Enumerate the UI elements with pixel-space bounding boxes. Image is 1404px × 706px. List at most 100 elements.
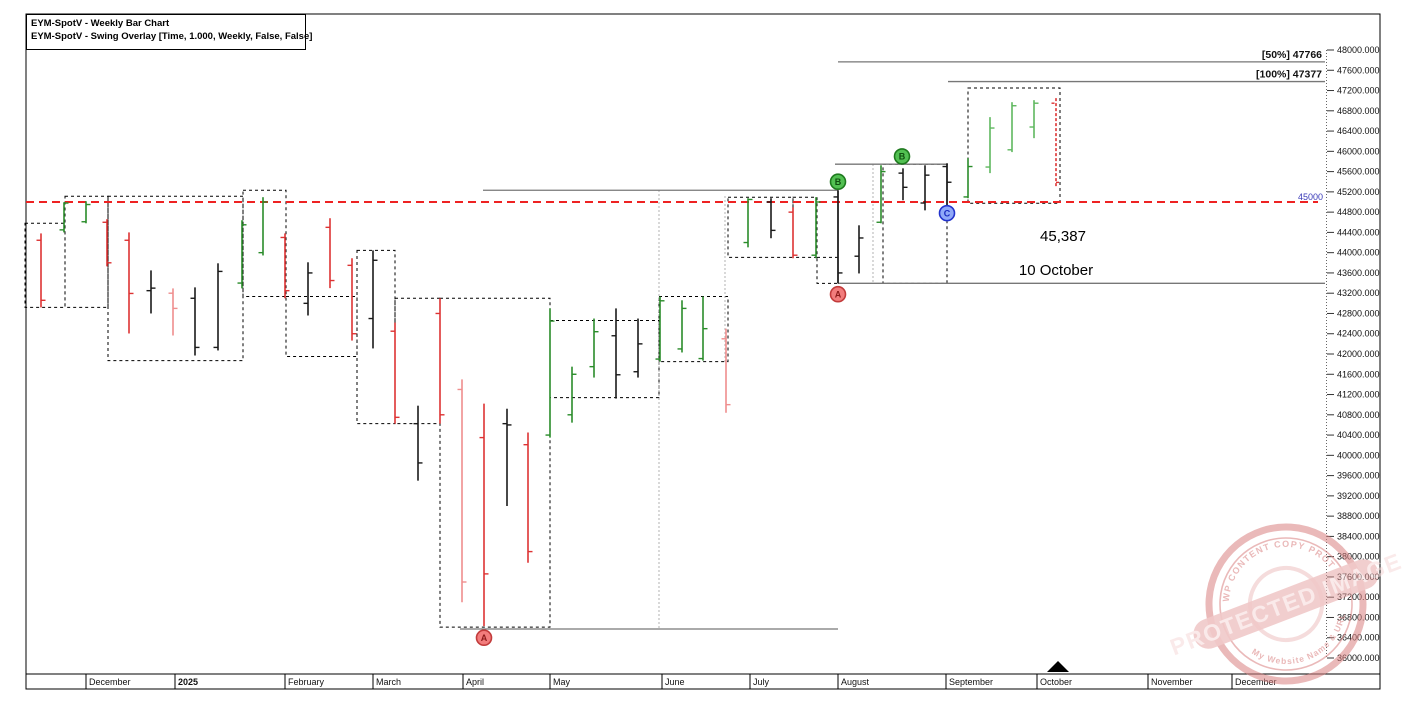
marker-circle bbox=[893, 148, 911, 165]
ohlc-bar[interactable] bbox=[81, 201, 91, 224]
marker-letter: B bbox=[835, 177, 842, 187]
ohlc-bar[interactable] bbox=[721, 328, 731, 413]
ohlc-bar[interactable] bbox=[1029, 100, 1039, 139]
ohlc-bar[interactable] bbox=[457, 379, 467, 603]
ohlc-bar[interactable] bbox=[390, 322, 400, 424]
ohlc-bar[interactable] bbox=[124, 232, 134, 334]
y-axis-label: 41200.000 bbox=[1337, 390, 1380, 400]
y-axis-label: 48000.000 bbox=[1337, 45, 1380, 55]
ohlc-bar[interactable] bbox=[102, 219, 112, 267]
ohlc-bar[interactable] bbox=[36, 233, 46, 308]
y-axis-label: 40800.000 bbox=[1337, 410, 1380, 420]
swing-marker-b[interactable]: B bbox=[893, 148, 911, 165]
ohlc-bar[interactable] bbox=[788, 207, 798, 259]
ohlc-bar[interactable] bbox=[766, 198, 776, 239]
swing-box bbox=[727, 196, 794, 258]
y-axis-label: 38800.000 bbox=[1337, 511, 1380, 521]
marker-letter: A bbox=[481, 633, 488, 643]
ohlc-bar[interactable] bbox=[413, 405, 423, 481]
ohlc-bar[interactable] bbox=[190, 287, 200, 356]
y-axis-label: 41600.000 bbox=[1337, 369, 1380, 379]
y-axis-label: 46800.000 bbox=[1337, 106, 1380, 116]
ohlc-bar[interactable] bbox=[325, 218, 335, 289]
y-axis-label: 42400.000 bbox=[1337, 329, 1380, 339]
y-axis-label: 45600.000 bbox=[1337, 167, 1380, 177]
ohlc-bar[interactable] bbox=[655, 296, 665, 362]
y-axis-label: 36800.000 bbox=[1337, 612, 1380, 622]
ohlc-bar[interactable] bbox=[589, 318, 599, 378]
swing-marker-b[interactable]: B bbox=[829, 173, 847, 191]
ohlc-bar[interactable] bbox=[920, 165, 930, 211]
y-axis-label: 38000.000 bbox=[1337, 552, 1380, 562]
ohlc-bar[interactable] bbox=[985, 117, 995, 174]
ohlc-bar[interactable] bbox=[698, 296, 708, 361]
ohlc-bar[interactable] bbox=[898, 168, 908, 201]
ohlc-bar[interactable] bbox=[567, 366, 577, 423]
retracement-label: [100%] 47377 bbox=[1256, 69, 1322, 81]
x-axis-month-label: November bbox=[1151, 677, 1193, 687]
ohlc-bar[interactable] bbox=[479, 403, 489, 627]
swing-box bbox=[549, 320, 660, 399]
price-annotation[interactable]: 10 October bbox=[1019, 262, 1093, 279]
x-axis-month-label: October bbox=[1040, 677, 1072, 687]
ohlc-bar[interactable] bbox=[502, 408, 512, 506]
chart-title-line2: EYM-SpotV - Swing Overlay [Time, 1.000, … bbox=[31, 31, 313, 42]
ohlc-bar[interactable] bbox=[146, 270, 156, 314]
marker-circle bbox=[829, 173, 847, 191]
swing-box bbox=[24, 222, 66, 308]
swing-marker-a[interactable]: A bbox=[475, 629, 493, 647]
x-axis-month-label: May bbox=[553, 677, 571, 687]
ohlc-bar[interactable] bbox=[942, 163, 952, 208]
y-axis: 48000.000 47600.000 47200.000 46800.000 4640… bbox=[1326, 45, 1380, 663]
ohlc-bar[interactable] bbox=[258, 197, 268, 256]
ohlc-bar[interactable] bbox=[280, 233, 290, 299]
y-axis-label: 43200.000 bbox=[1337, 288, 1380, 298]
ohlc-bar[interactable] bbox=[833, 190, 843, 284]
y-axis-label: 42000.000 bbox=[1337, 349, 1380, 359]
y-axis-label: 39600.000 bbox=[1337, 471, 1380, 481]
swing-marker-a[interactable]: A bbox=[829, 285, 847, 303]
ohlc-bar[interactable] bbox=[303, 262, 313, 316]
chart-title-line1: EYM-SpotV - Weekly Bar Chart bbox=[31, 18, 170, 29]
x-axis-month-label: March bbox=[376, 677, 401, 687]
x-axis-month-label: July bbox=[753, 677, 770, 687]
y-axis-label: 46000.000 bbox=[1337, 146, 1380, 156]
ohlc-bar[interactable] bbox=[59, 202, 69, 233]
ohlc-bar[interactable] bbox=[545, 308, 555, 438]
ohlc-bar[interactable] bbox=[963, 158, 973, 199]
y-axis-label: 47200.000 bbox=[1337, 86, 1380, 96]
ohlc-bar[interactable] bbox=[213, 263, 223, 351]
y-axis-label: 37200.000 bbox=[1337, 592, 1380, 602]
ohlc-bar[interactable] bbox=[854, 225, 864, 274]
ohlc-bar[interactable] bbox=[677, 300, 687, 353]
ohlc-bar[interactable] bbox=[523, 432, 533, 563]
x-axis: December 2025 February March April May June Jul… bbox=[26, 673, 1380, 689]
marker-circle bbox=[475, 629, 493, 647]
swing-marker-c[interactable]: C bbox=[938, 204, 956, 222]
ohlc-bar[interactable] bbox=[743, 198, 753, 248]
ohlc-bar[interactable] bbox=[237, 220, 247, 289]
ohlc-bar[interactable] bbox=[611, 308, 621, 399]
swing-box bbox=[242, 189, 287, 297]
ohlc-bar[interactable] bbox=[1007, 102, 1017, 153]
y-axis-label: 38400.000 bbox=[1337, 531, 1380, 541]
y-axis-label: 46400.000 bbox=[1337, 126, 1380, 136]
marker-letter: C bbox=[944, 208, 951, 218]
x-axis-month-label: April bbox=[466, 677, 484, 687]
price-annotation[interactable]: 45,387 bbox=[1040, 228, 1086, 245]
y-axis-label: 36000.000 bbox=[1337, 653, 1380, 663]
ohlc-bar[interactable] bbox=[368, 250, 378, 349]
y-axis-label: 44000.000 bbox=[1337, 248, 1380, 258]
ohlc-bar[interactable] bbox=[435, 298, 445, 424]
x-axis-month-label: 2025 bbox=[178, 677, 198, 687]
marker-letter: B bbox=[899, 152, 906, 162]
ohlc-bar[interactable] bbox=[347, 258, 357, 341]
ohlc-bar[interactable] bbox=[633, 318, 643, 378]
ohlc-bar[interactable] bbox=[811, 197, 821, 259]
x-axis-month-label: August bbox=[841, 677, 870, 687]
ohlc-bar[interactable] bbox=[876, 165, 886, 224]
ohlc-bar[interactable] bbox=[1051, 98, 1061, 188]
ohlc-bar[interactable] bbox=[168, 288, 178, 336]
